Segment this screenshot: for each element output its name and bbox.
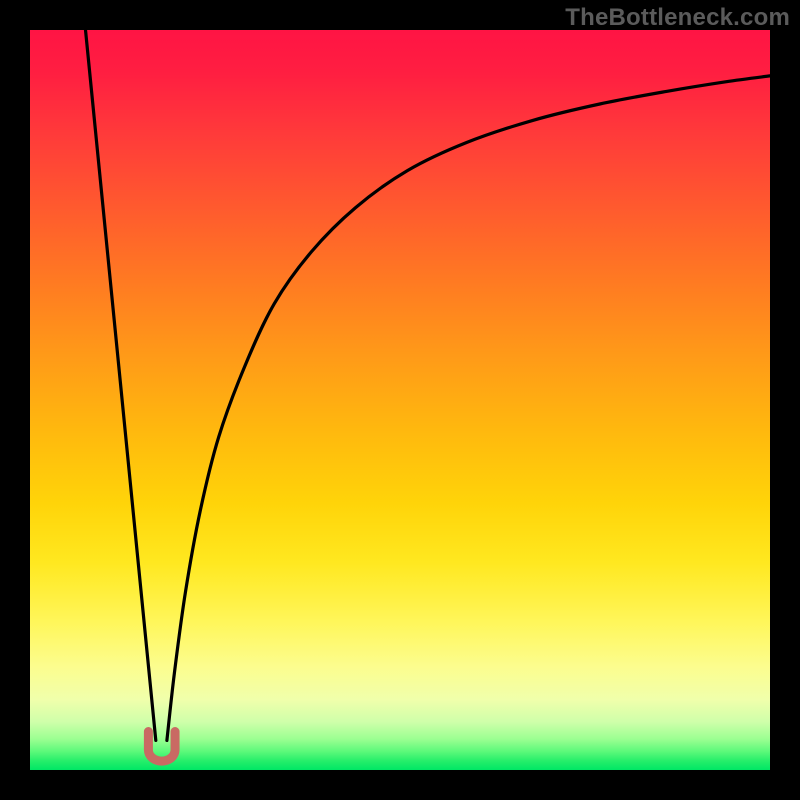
watermark-text: TheBottleneck.com bbox=[565, 4, 790, 32]
plot-area bbox=[30, 30, 770, 770]
chart-frame: TheBottleneck.com bbox=[0, 0, 800, 800]
plot-svg bbox=[30, 30, 770, 770]
gradient-background bbox=[30, 30, 770, 770]
